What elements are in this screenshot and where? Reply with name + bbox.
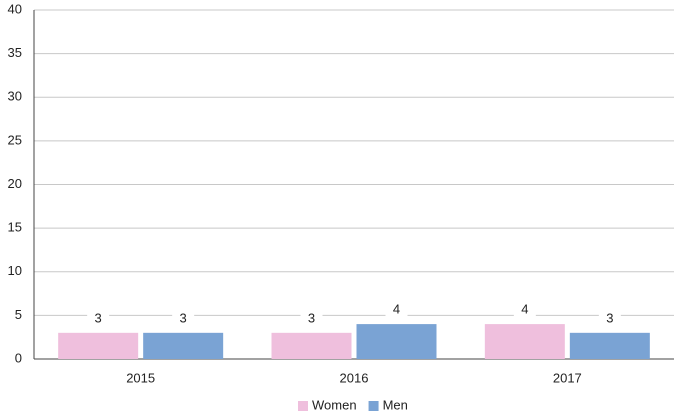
legend-swatch xyxy=(298,401,308,411)
y-tick-label: 40 xyxy=(8,1,22,16)
y-tick-label: 15 xyxy=(8,220,22,235)
y-tick-label: 30 xyxy=(8,89,22,104)
legend-label: Women xyxy=(312,397,357,412)
bar xyxy=(356,324,437,359)
y-tick-label: 25 xyxy=(8,132,22,147)
y-tick-label: 5 xyxy=(15,307,22,322)
y-tick-label: 35 xyxy=(8,45,22,60)
x-tick-label: 2015 xyxy=(126,370,155,385)
y-tick-label: 10 xyxy=(8,263,22,278)
bar xyxy=(143,332,224,359)
data-label: 3 xyxy=(606,310,613,325)
x-tick-label: 2017 xyxy=(553,370,582,385)
data-label-bg xyxy=(598,310,621,327)
y-tick-label: 0 xyxy=(15,350,22,365)
bar xyxy=(569,332,650,359)
data-label-bg xyxy=(172,310,195,327)
data-label-bg xyxy=(513,302,536,319)
bar xyxy=(484,324,565,359)
bar xyxy=(271,332,352,359)
bar xyxy=(58,332,139,359)
data-label: 4 xyxy=(521,302,528,317)
x-tick-label: 2016 xyxy=(340,370,369,385)
legend-label: Men xyxy=(383,397,408,412)
data-label: 3 xyxy=(95,310,102,325)
data-label: 3 xyxy=(308,310,315,325)
data-label: 3 xyxy=(180,310,187,325)
data-label-bg xyxy=(300,310,323,327)
data-label-bg xyxy=(385,302,408,319)
data-label-bg xyxy=(87,310,110,327)
y-tick-label: 20 xyxy=(8,176,22,191)
data-label: 4 xyxy=(393,302,400,317)
legend-swatch xyxy=(368,401,379,411)
